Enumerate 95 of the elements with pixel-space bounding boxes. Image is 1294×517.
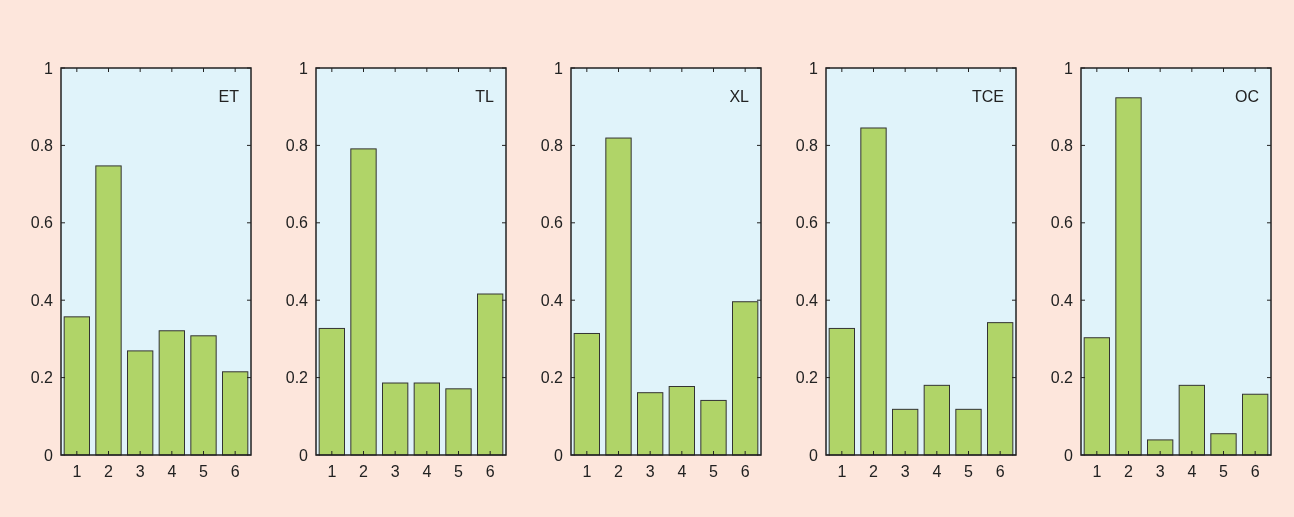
x-tick-label: 3 xyxy=(900,463,910,480)
y-tick-label: 0 xyxy=(44,446,54,464)
x-tick-label: 4 xyxy=(1187,463,1197,480)
y-tick-label: 0.8 xyxy=(1050,137,1074,154)
bar xyxy=(700,399,727,456)
y-tick-label: 0.4 xyxy=(30,291,54,309)
y-tick-label: 0.6 xyxy=(1050,214,1074,232)
text: XL xyxy=(729,88,750,105)
text: TL xyxy=(475,88,495,105)
bar xyxy=(668,386,695,456)
x-tick-label: 5 xyxy=(454,463,464,480)
bar xyxy=(350,148,377,456)
bar xyxy=(1242,393,1269,456)
x-tick-label: 2 xyxy=(869,463,879,480)
x-tick-label: 3 xyxy=(135,463,145,480)
bar xyxy=(892,408,919,456)
y-tick-label: 1 xyxy=(1064,59,1074,77)
bar xyxy=(1115,97,1142,456)
bar xyxy=(382,382,409,456)
bar xyxy=(1178,384,1205,456)
y-tick-label: 1 xyxy=(299,59,309,77)
y-tick-label: 1 xyxy=(809,59,819,77)
x-tick-label: 2 xyxy=(104,463,114,480)
bar xyxy=(95,165,122,456)
y-tick-label: 0 xyxy=(299,446,309,464)
bar xyxy=(477,293,504,456)
bar xyxy=(955,408,982,456)
x-tick-label: 3 xyxy=(645,463,655,480)
bar xyxy=(987,322,1014,456)
bar xyxy=(318,327,345,456)
bar xyxy=(1147,439,1174,456)
x-tick-label: 4 xyxy=(422,463,432,480)
x-tick-label: 1 xyxy=(1092,463,1102,480)
x-tick-label: 2 xyxy=(614,463,624,480)
y-tick-label: 0.8 xyxy=(285,137,309,154)
bar xyxy=(637,392,664,456)
y-tick-label: 0.6 xyxy=(285,214,309,232)
y-tick-label: 0.4 xyxy=(795,291,819,309)
y-tick-label: 0.6 xyxy=(795,214,819,232)
text: OC xyxy=(1235,88,1259,105)
bar xyxy=(445,388,472,456)
x-tick-label: 1 xyxy=(72,463,82,480)
y-tick-label: 0.8 xyxy=(540,137,564,154)
y-tick-label: 0.2 xyxy=(285,369,309,387)
x-tick-label: 4 xyxy=(167,463,177,480)
bar xyxy=(923,384,950,456)
bar xyxy=(605,137,632,456)
y-tick-label: 0.6 xyxy=(30,214,54,232)
y-tick-label: 0.2 xyxy=(540,369,564,387)
text: TCE xyxy=(972,88,1004,105)
x-tick-label: 6 xyxy=(1250,463,1260,480)
x-tick-label: 3 xyxy=(390,463,400,480)
x-tick-label: 5 xyxy=(709,463,719,480)
bar xyxy=(127,350,154,456)
x-tick-label: 1 xyxy=(837,463,847,480)
y-tick-label: 0.4 xyxy=(285,291,309,309)
x-tick-label: 2 xyxy=(1124,463,1134,480)
bar xyxy=(732,301,759,456)
y-tick-label: 0.8 xyxy=(795,137,819,154)
bar xyxy=(828,327,855,456)
x-tick-label: 1 xyxy=(582,463,592,480)
bar xyxy=(413,382,440,456)
x-tick-label: 5 xyxy=(1219,463,1229,480)
x-tick-label: 4 xyxy=(932,463,942,480)
y-tick-label: 0.4 xyxy=(540,291,564,309)
bar xyxy=(573,332,600,456)
x-tick-label: 6 xyxy=(230,463,240,480)
bar xyxy=(190,335,217,456)
x-tick-label: 5 xyxy=(199,463,209,480)
x-tick-label: 2 xyxy=(359,463,369,480)
y-tick-label: 0.2 xyxy=(30,369,54,387)
bar xyxy=(63,316,90,456)
bar xyxy=(158,330,185,456)
y-tick-label: 1 xyxy=(44,59,54,77)
y-tick-label: 0 xyxy=(554,446,564,464)
x-tick-label: 6 xyxy=(740,463,750,480)
bar xyxy=(222,371,249,456)
y-tick-label: 0 xyxy=(809,446,819,464)
x-tick-label: 3 xyxy=(1155,463,1165,480)
y-tick-label: 0 xyxy=(1064,446,1074,464)
bar xyxy=(1210,433,1237,456)
text: ET xyxy=(218,88,240,105)
bar xyxy=(860,127,887,456)
y-tick-label: 0.6 xyxy=(540,214,564,232)
y-tick-label: 0.8 xyxy=(30,137,54,154)
y-tick-label: 0.4 xyxy=(1050,291,1074,309)
x-tick-label: 5 xyxy=(964,463,974,480)
y-tick-label: 0.2 xyxy=(1050,369,1074,387)
x-tick-label: 1 xyxy=(327,463,337,480)
y-tick-label: 1 xyxy=(554,59,564,77)
y-tick-label: 0.2 xyxy=(795,369,819,387)
x-tick-label: 6 xyxy=(485,463,495,480)
x-tick-label: 4 xyxy=(677,463,687,480)
x-tick-label: 6 xyxy=(995,463,1005,480)
bar xyxy=(1083,337,1110,456)
